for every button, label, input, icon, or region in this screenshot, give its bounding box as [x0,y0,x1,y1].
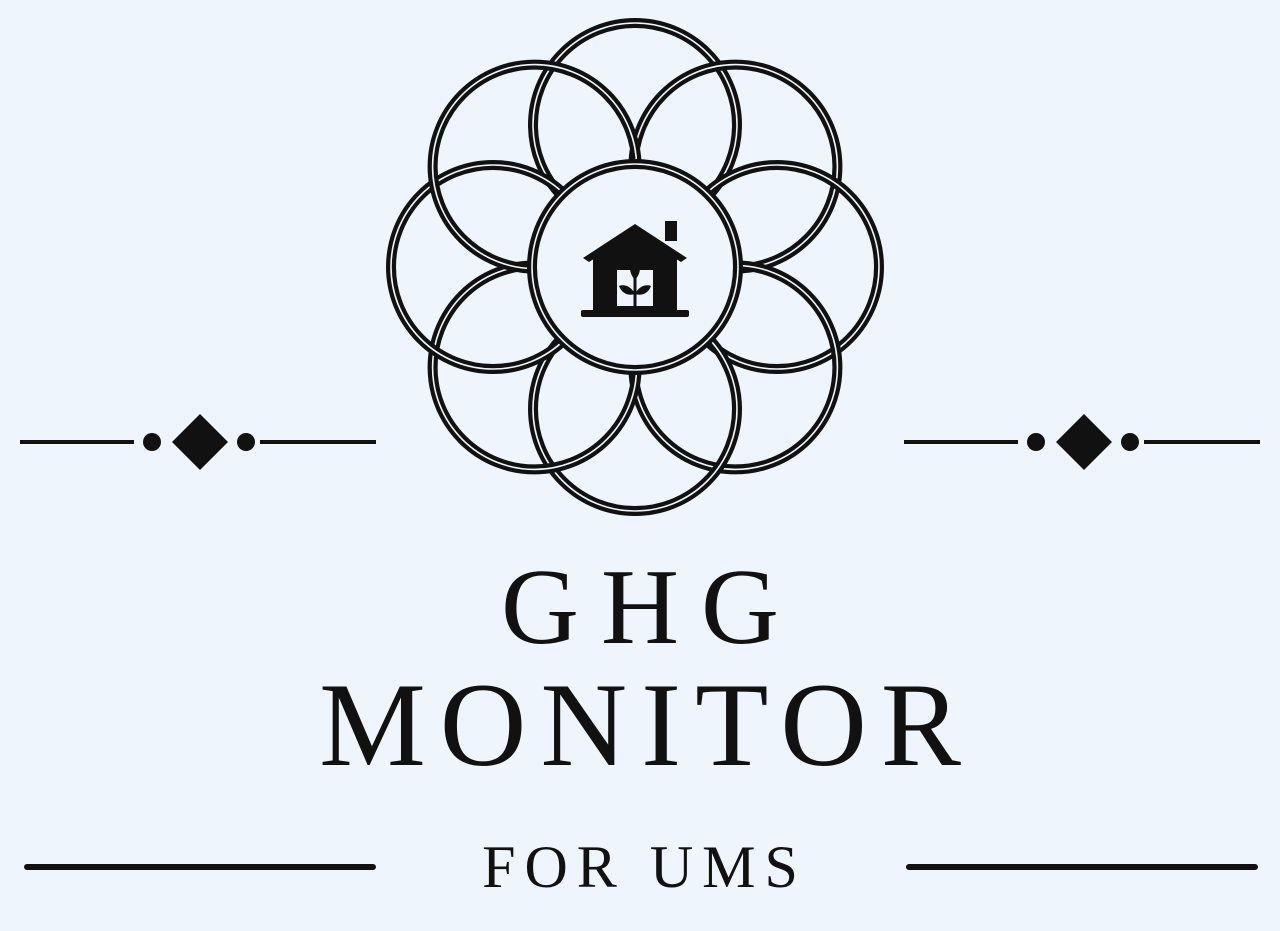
diamond-divider-right-icon [904,414,1260,470]
sprout-icon [619,260,651,306]
diamond-divider-left-icon [20,414,376,470]
flower-of-life-emblem-icon [386,18,884,516]
logo-subtitle: FOR UMS [482,834,807,900]
subtitle-rule-right [906,864,1258,870]
logo-title-line-1: GHG [501,548,801,667]
subtitle-rule-left [24,864,376,870]
house-with-sprout-icon [581,221,689,317]
logo-title-line-2: MONITOR [319,658,975,791]
